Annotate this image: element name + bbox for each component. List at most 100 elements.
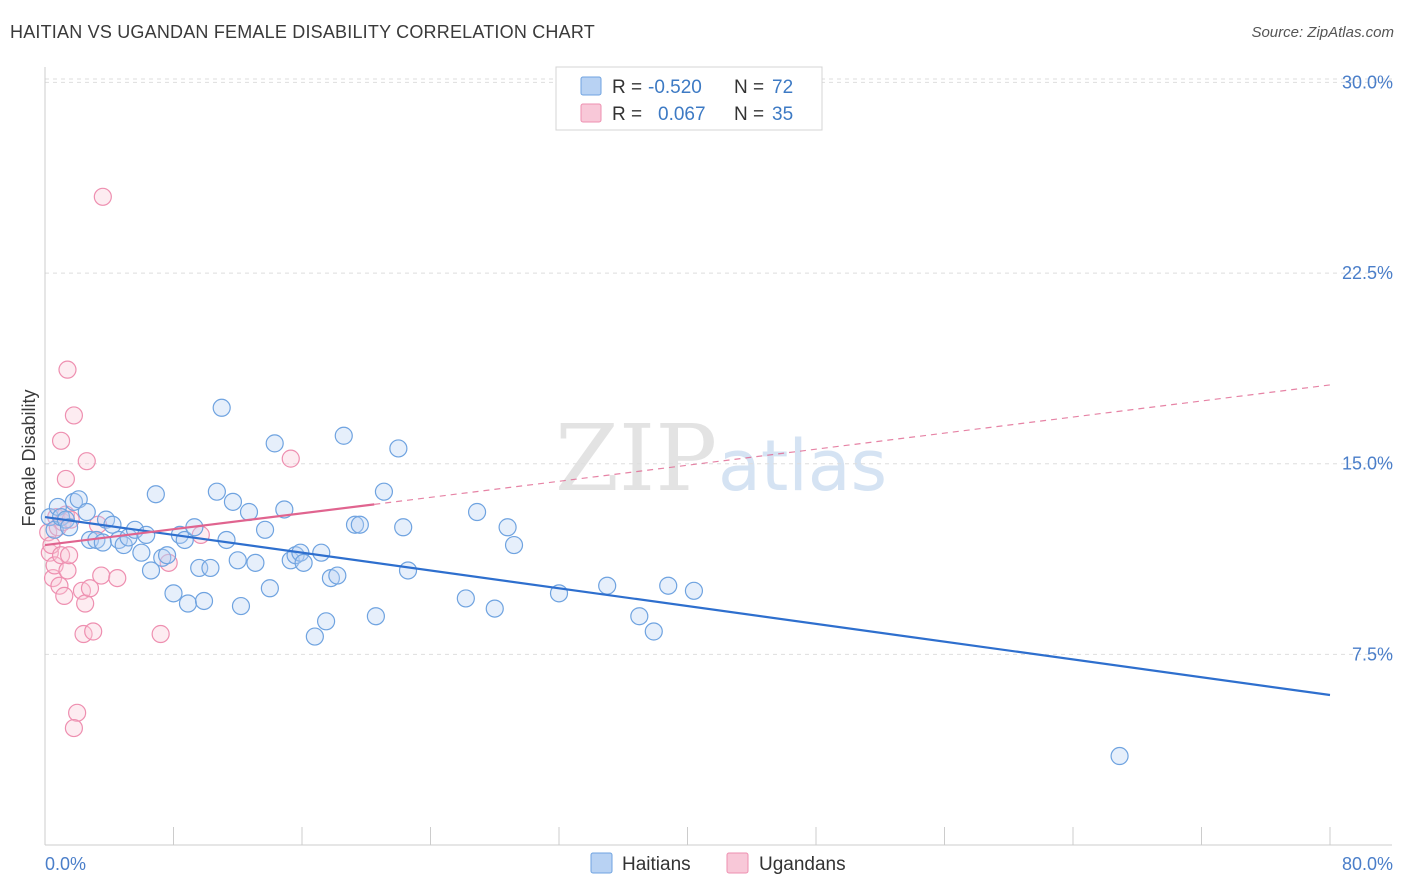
gridlines xyxy=(45,78,1392,655)
legend-r-value-2: 0.067 xyxy=(658,104,706,125)
haitians-point xyxy=(265,434,284,453)
haitians-point xyxy=(598,576,617,595)
haitians-point xyxy=(456,589,475,608)
haitians-point xyxy=(164,584,183,603)
haitians-point xyxy=(374,482,394,501)
haitians-point xyxy=(498,518,517,537)
legend-n-label-2: N = xyxy=(734,104,764,125)
haitians-point xyxy=(334,426,353,445)
haitians-point xyxy=(485,599,504,618)
ugandans-point xyxy=(64,718,84,738)
haitians-point xyxy=(684,581,704,600)
bottom-legend-swatch-ugandans xyxy=(726,852,749,874)
haitians-point xyxy=(394,518,413,537)
haitians-point xyxy=(146,485,165,504)
y-axis-label: Female Disability xyxy=(19,389,39,526)
haitians-point xyxy=(467,502,487,522)
ugandans-point xyxy=(64,406,84,425)
bottom-legend-ugandans: Ugandans xyxy=(759,854,846,875)
haitians-point xyxy=(194,591,214,611)
haitians-point xyxy=(260,579,279,598)
ugandans-point xyxy=(151,624,170,644)
ugandans-point xyxy=(84,622,103,641)
haitians-point xyxy=(228,551,247,570)
bottom-legend: Haitians Ugandans xyxy=(590,852,846,875)
haitians-point xyxy=(153,548,172,567)
haitians-point xyxy=(659,576,678,595)
haitians-point xyxy=(137,525,156,544)
haitians-point xyxy=(305,627,324,646)
ugandans-point xyxy=(80,579,100,598)
ugandans-point xyxy=(281,449,300,468)
y-tick-label: 22.5% xyxy=(1342,263,1393,283)
haitians-point xyxy=(644,622,663,641)
haitians-point xyxy=(77,502,96,522)
haitians-point xyxy=(212,398,231,417)
haitians-point xyxy=(316,612,336,631)
haitians-point xyxy=(178,594,198,613)
legend-n-value-2: 35 xyxy=(772,104,793,125)
bottom-legend-swatch-haitians xyxy=(590,852,613,874)
ugandans-point xyxy=(58,561,77,580)
legend-n-value-1: 72 xyxy=(772,77,793,98)
haitians-point xyxy=(246,553,265,572)
haitians-point xyxy=(239,502,259,522)
trend-lines xyxy=(44,384,1331,697)
haitians-point xyxy=(630,607,649,626)
haitians-point xyxy=(398,561,418,580)
legend-swatch-ugandans xyxy=(580,103,602,123)
ugandans-trend-line xyxy=(44,503,375,547)
haitians-point xyxy=(350,515,369,534)
haitians-point xyxy=(207,482,226,501)
source-label: Source: ZipAtlas.com xyxy=(1251,24,1394,41)
ugandans-point xyxy=(51,431,71,450)
y-tick-label: 7.5% xyxy=(1352,644,1393,664)
haitians-point xyxy=(141,561,161,580)
legend-r-value-1: -0.520 xyxy=(648,77,702,98)
haitians-point xyxy=(59,518,79,537)
legend-swatch-haitians xyxy=(580,76,602,96)
bottom-legend-haitians: Haitians xyxy=(622,854,691,875)
ugandans-point xyxy=(93,187,112,206)
haitians-point xyxy=(294,553,313,572)
haitians-point xyxy=(1110,746,1129,766)
ugandans-point xyxy=(77,452,96,471)
haitians-point xyxy=(275,500,294,519)
haitians-point xyxy=(132,543,151,562)
haitians-point xyxy=(223,492,243,511)
legend-r-label-1: R = xyxy=(612,77,642,98)
watermark-zip: ZIP xyxy=(555,405,717,512)
haitians-point xyxy=(504,535,524,555)
legend-n-label-1: N = xyxy=(734,77,764,98)
x-tick-label-min: 0.0% xyxy=(45,854,86,874)
tick-labels: 7.5% 15.0% 22.5% 30.0% 0.0% 80.0% xyxy=(45,72,1393,874)
haitians-point xyxy=(366,607,385,626)
haitians-point xyxy=(201,558,220,578)
y-tick-label: 30.0% xyxy=(1342,72,1393,92)
x-tick-label-max: 80.0% xyxy=(1342,854,1393,874)
ugandans-point xyxy=(76,594,95,613)
y-tick-label: 15.0% xyxy=(1342,454,1393,474)
ugandans-point xyxy=(55,586,74,605)
haitians-point xyxy=(217,530,236,550)
ugandans-point xyxy=(50,576,69,595)
axes xyxy=(44,67,1392,846)
ugandans-point xyxy=(59,546,79,565)
top-legend: R = -0.520 N = 72 R = 0.067 N = 35 xyxy=(555,66,823,131)
ugandans-point xyxy=(68,703,87,722)
haitians-point xyxy=(345,515,365,534)
haitians-point xyxy=(255,520,275,539)
ugandans-point xyxy=(58,360,77,379)
haitians-point xyxy=(64,492,84,511)
ugandans-point xyxy=(56,469,75,489)
haitians-point xyxy=(389,439,408,458)
chart-title: HAITIAN VS UGANDAN FEMALE DISABILITY COR… xyxy=(10,22,595,42)
watermark-atlas: atlas xyxy=(718,425,887,507)
haitians-point xyxy=(231,596,251,616)
ugandans-point xyxy=(92,566,111,585)
legend-r-label-2: R = xyxy=(612,104,642,125)
haitians-trend-line xyxy=(44,516,1331,697)
ugandans-point xyxy=(108,568,127,588)
haitians-point xyxy=(312,543,331,562)
